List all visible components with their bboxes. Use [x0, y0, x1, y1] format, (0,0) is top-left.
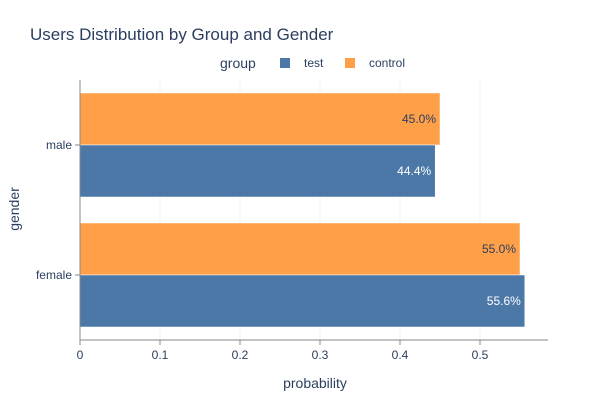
bar-labels: 45.0% 44.4% 55.0% 55.6%: [397, 112, 521, 308]
x-tick-label: 0.2: [232, 348, 249, 362]
legend-swatch-control: [345, 58, 355, 68]
y-axis-title: gender: [6, 187, 22, 231]
legend: group test control: [220, 55, 405, 71]
bar-control-male: [79, 92, 441, 146]
legend-title: group: [220, 55, 256, 71]
y-tick-label: female: [36, 268, 72, 282]
chart-title: Users Distribution by Group and Gender: [30, 25, 334, 44]
x-axis-ticks: 0 0.1 0.2 0.3 0.4 0.5: [77, 340, 489, 362]
legend-label-control: control: [369, 56, 405, 70]
x-tick-label: 0.4: [392, 348, 409, 362]
y-axis-ticks: male female: [36, 138, 80, 282]
x-tick-label: 0.3: [312, 348, 329, 362]
bar-label-test-male: 44.4%: [397, 164, 431, 178]
x-tick-label: 0.1: [152, 348, 169, 362]
legend-label-test: test: [304, 56, 324, 70]
y-tick-label: male: [46, 138, 72, 152]
bars: [79, 92, 526, 328]
x-tick-label: 0: [77, 348, 84, 362]
bar-control-female: [79, 222, 521, 276]
x-axis-title: probability: [283, 375, 347, 391]
bar-label-test-female: 55.6%: [487, 294, 521, 308]
bar-test-female: [79, 274, 526, 328]
x-tick-label: 0.5: [472, 348, 489, 362]
legend-swatch-test: [280, 58, 290, 68]
bar-test-male: [79, 144, 436, 198]
bar-label-control-female: 55.0%: [482, 242, 516, 256]
bar-label-control-male: 45.0%: [402, 112, 436, 126]
